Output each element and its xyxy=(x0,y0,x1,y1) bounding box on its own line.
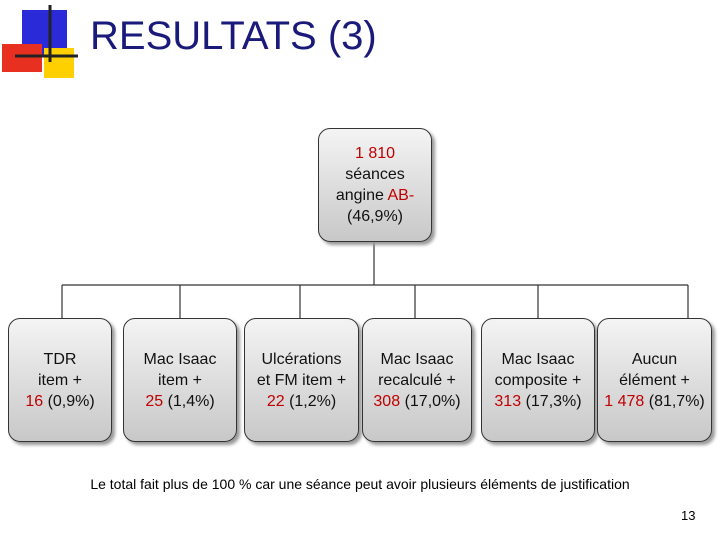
label: séances xyxy=(345,166,405,183)
child-node: Aucun élément + 1 478 (81,7%) xyxy=(597,318,712,442)
count: 1 810 xyxy=(354,145,396,162)
value-row: 1 478 (81,7%) xyxy=(604,391,705,412)
label: composite + xyxy=(494,371,582,389)
count: 308 xyxy=(373,392,401,410)
count: 25 xyxy=(145,392,164,410)
label: élément + xyxy=(619,371,690,389)
title: RESULTATS (3) xyxy=(90,14,377,58)
percent: (81,7%) xyxy=(648,392,705,410)
percent: (17,0%) xyxy=(404,392,461,410)
group: AB- xyxy=(387,187,415,204)
percent: (46,9%) xyxy=(346,208,404,225)
label: Aucun xyxy=(631,350,678,368)
value-row: 25 (1,4%) xyxy=(145,391,214,412)
label: TDR xyxy=(43,350,77,368)
label: et FM item + xyxy=(256,371,347,389)
count: 22 xyxy=(266,392,285,410)
label: angine xyxy=(335,187,384,204)
label: Ulcérations xyxy=(261,350,342,368)
child-node: TDR item + 16 (0,9%) xyxy=(8,318,112,442)
value-row: 16 (0,9%) xyxy=(25,391,94,412)
logo-square xyxy=(2,44,42,72)
count: 313 xyxy=(494,392,522,410)
label: recalculé + xyxy=(378,371,456,389)
percent: (0,9%) xyxy=(47,392,95,410)
count: 16 xyxy=(25,392,44,410)
root-node: 1 810 séances angine AB- (46,9%) xyxy=(318,128,432,242)
percent: (1,2%) xyxy=(289,392,337,410)
child-node: Mac Isaac composite + 313 (17,3%) xyxy=(481,318,595,442)
child-node: Mac Isaac item + 25 (1,4%) xyxy=(123,318,237,442)
label: Mac Isaac xyxy=(380,350,454,368)
value-row: 313 (17,3%) xyxy=(494,391,581,412)
count: 1 478 xyxy=(604,392,645,410)
value-row: 22 (1,2%) xyxy=(267,391,336,412)
value-row: 308 (17,0%) xyxy=(373,391,460,412)
percent: (17,3%) xyxy=(525,392,582,410)
percent: (1,4%) xyxy=(167,392,215,410)
child-node: Ulcérations et FM item + 22 (1,2%) xyxy=(244,318,359,442)
connectors xyxy=(61,240,689,318)
page-number: 13 xyxy=(681,508,696,523)
label: Mac Isaac xyxy=(143,350,217,368)
label: item + xyxy=(37,371,82,389)
child-node: Mac Isaac recalculé + 308 (17,0%) xyxy=(362,318,472,442)
footnote: Le total fait plus de 100 % car une séan… xyxy=(90,476,630,492)
label: item + xyxy=(157,371,202,389)
label: Mac Isaac xyxy=(501,350,575,368)
